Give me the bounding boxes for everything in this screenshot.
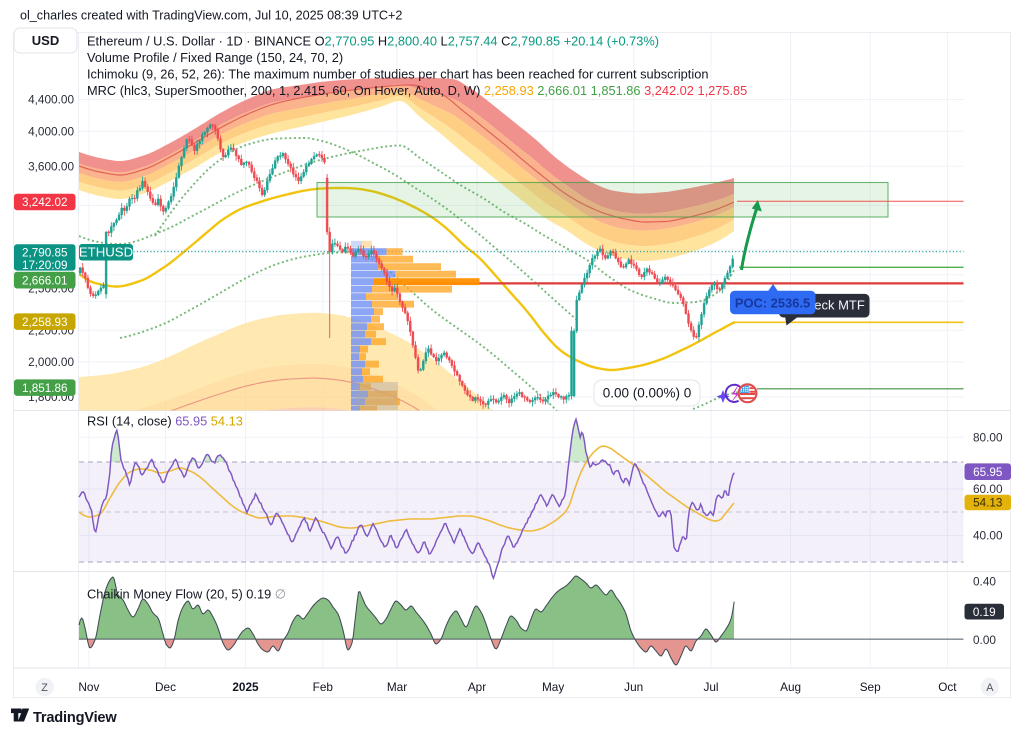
svg-text:2,258.93: 2,258.93 xyxy=(22,316,68,329)
svg-text:Oct: Oct xyxy=(938,680,957,694)
svg-text:Volume Profile / Fixed Range (: Volume Profile / Fixed Range (150, 24, 7… xyxy=(87,50,343,65)
svg-text:Jun: Jun xyxy=(624,680,643,694)
svg-text:Mar: Mar xyxy=(387,680,407,694)
svg-text:ETHUSD: ETHUSD xyxy=(79,245,133,260)
svg-text:May: May xyxy=(542,680,564,694)
svg-text:17:20:09: 17:20:09 xyxy=(22,259,68,272)
svg-text:Nov: Nov xyxy=(78,680,99,694)
svg-text:1,851.86: 1,851.86 xyxy=(22,382,68,395)
svg-text:2025: 2025 xyxy=(232,680,259,694)
svg-text:check MTF: check MTF xyxy=(801,298,865,313)
svg-text:0.00: 0.00 xyxy=(973,633,996,647)
svg-text:0.40: 0.40 xyxy=(973,575,996,589)
svg-text:Aug: Aug xyxy=(780,680,801,694)
svg-text:2,790.85: 2,790.85 xyxy=(22,247,68,260)
svg-text:80.00: 80.00 xyxy=(973,431,1003,445)
svg-text:65.95: 65.95 xyxy=(973,466,1003,479)
svg-text:2,000.00: 2,000.00 xyxy=(28,355,74,369)
svg-text:Jul: Jul xyxy=(703,680,718,694)
svg-text:4,000.00: 4,000.00 xyxy=(28,124,74,138)
svg-text:Z: Z xyxy=(41,682,48,694)
svg-text:4,400.00: 4,400.00 xyxy=(28,93,74,107)
svg-text:ol_charles created with Tradin: ol_charles created with TradingView.com,… xyxy=(20,9,402,23)
svg-text:3,242.02: 3,242.02 xyxy=(22,196,68,209)
svg-text:USD: USD xyxy=(32,33,59,48)
svg-text:Feb: Feb xyxy=(313,680,334,694)
svg-text:Chaikin Money Flow (20, 5) 0.1: Chaikin Money Flow (20, 5) 0.19 ∅ xyxy=(87,587,286,602)
svg-text:54.13: 54.13 xyxy=(973,497,1002,510)
svg-text:Ichimoku (9, 26, 52, 26): The: Ichimoku (9, 26, 52, 26): The maximum nu… xyxy=(87,67,708,82)
svg-text:TradingView: TradingView xyxy=(33,710,117,726)
svg-text:2,666.01: 2,666.01 xyxy=(22,274,68,287)
svg-text:40.00: 40.00 xyxy=(973,529,1003,543)
svg-text:Dec: Dec xyxy=(155,680,176,694)
svg-text:60.00: 60.00 xyxy=(973,482,1003,496)
svg-text:3,600.00: 3,600.00 xyxy=(28,159,74,173)
svg-text:RSI (14, close) 65.95 54.13: RSI (14, close) 65.95 54.13 xyxy=(87,414,243,429)
svg-text:0.19: 0.19 xyxy=(973,606,996,619)
svg-text:Sep: Sep xyxy=(860,680,881,694)
svg-text:A: A xyxy=(986,682,994,694)
svg-text:POC: 2536.5: POC: 2536.5 xyxy=(735,295,810,310)
svg-text:MRC (hlc3, SuperSmoother, 200,: MRC (hlc3, SuperSmoother, 200, 1, 2.415,… xyxy=(87,83,747,98)
svg-text:0.00 (0.00%) 0: 0.00 (0.00%) 0 xyxy=(603,386,692,401)
svg-text:Ethereum / U.S. Dollar · 1D ·: Ethereum / U.S. Dollar · 1D · BINANCE O2… xyxy=(87,33,659,48)
svg-text:Apr: Apr xyxy=(468,680,486,694)
